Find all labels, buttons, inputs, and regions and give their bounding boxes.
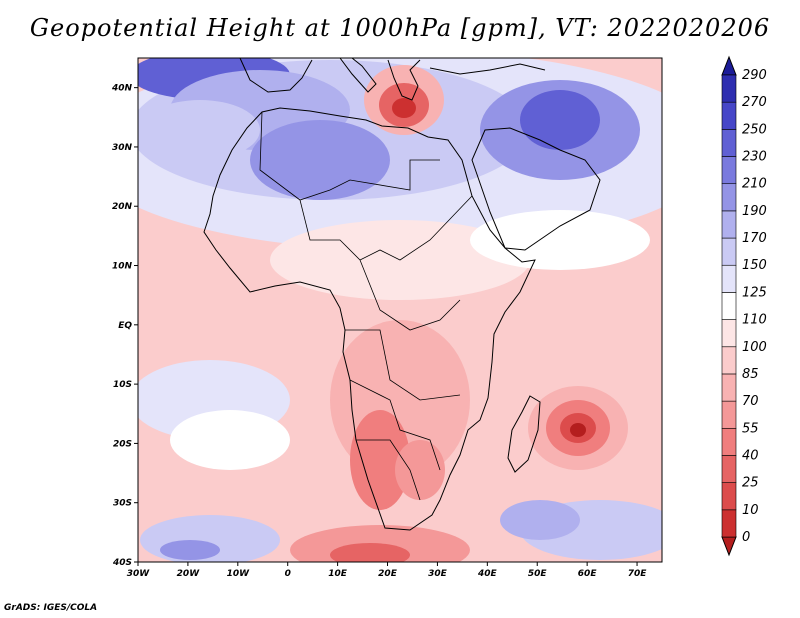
x-tick-label: 30W: [127, 569, 151, 579]
colorbar-label: 85: [742, 367, 759, 382]
colorbar-label: 230: [742, 150, 767, 165]
madagascar-coastline: [507, 395, 541, 473]
chart-title: Geopotential Height at 1000hPa [gpm], VT…: [29, 14, 771, 42]
contour-fill-7: [140, 100, 260, 160]
colorbar-box: [721, 129, 737, 157]
plot-axes: 30W 20W 10W 0 10E 20E 30E 40E 50E 60E 70E 40N 30N 20N…: [111, 57, 663, 579]
colorbar-label: 0: [742, 530, 750, 545]
country-borders: [259, 111, 473, 501]
x-tick-label: 20W: [177, 569, 201, 579]
y-tick-label: 30N: [112, 143, 133, 153]
contour-fill-27: [330, 543, 410, 562]
contour-fill-23: [500, 500, 580, 540]
x-tick-label: 20E: [378, 569, 398, 579]
colorbar-box: [721, 373, 737, 402]
colorbar-box: [721, 400, 737, 429]
y-tick-label: 40S: [112, 558, 132, 568]
grads-credit: GrADS: IGES/COLA: [4, 603, 98, 613]
africa-coastline: [203, 107, 536, 531]
contour-fill-25: [160, 540, 220, 560]
colorbar-label: 70: [742, 394, 759, 409]
colorbar-label: 210: [742, 177, 767, 192]
y-tick-label: 10N: [112, 262, 133, 272]
contour-fill-6: [250, 120, 390, 200]
contour-fill-12: [470, 210, 650, 270]
contour-fill-24: [140, 515, 280, 562]
x-tick-label: 40E: [477, 569, 498, 579]
colorbar-box: [721, 264, 737, 293]
colorbar-label: 10: [742, 503, 759, 518]
contour-fill-10: [392, 98, 416, 118]
contour-fill-15: [395, 440, 445, 500]
y-tick-label: 20S: [113, 439, 132, 449]
colorbar-label: 40: [742, 448, 759, 463]
iberia-coastline: [239, 58, 313, 93]
arabia-coastline: [471, 127, 601, 251]
colorbar-label: 55: [742, 421, 759, 436]
contour-fill-19: [570, 423, 586, 437]
colorbar-top-arrow: [721, 55, 737, 76]
colorbar-label: 170: [742, 231, 767, 246]
y-tick-label: 40N: [111, 84, 133, 94]
colorbar-box: [721, 237, 737, 266]
turkey-coastline: [429, 63, 546, 75]
colorbar-box: [721, 74, 737, 103]
colorbar: 0 10 25 40 55 70 85 100 110 125 150 170 190 210 230 250…: [721, 55, 767, 557]
colorbar-box: [721, 509, 737, 538]
contour-field: [138, 58, 662, 562]
contour-fill-21: [170, 410, 290, 470]
plot-frame: [137, 57, 663, 563]
colorbar-box: [721, 156, 737, 185]
colorbar-label: 25: [742, 476, 759, 491]
colorbar-label: 290: [742, 68, 767, 83]
colorbar-label: 270: [742, 95, 767, 110]
colorbar-box: [721, 319, 737, 348]
coastlines: [203, 58, 601, 531]
colorbar-label: 250: [742, 122, 767, 137]
colorbar-label: 110: [742, 313, 767, 328]
x-tick-label: 10E: [328, 569, 348, 579]
colorbar-label: 100: [742, 340, 767, 355]
contour-fill-5: [520, 90, 600, 150]
x-tick-label: 10W: [227, 569, 251, 579]
y-tick-label: 30S: [113, 499, 132, 509]
x-tick-label: 50E: [528, 569, 548, 579]
contour-fill-14: [350, 410, 410, 510]
colorbar-box: [721, 427, 737, 456]
colorbar-box: [721, 101, 737, 130]
colorbar-box: [721, 183, 737, 212]
italy-coastline: [339, 58, 377, 93]
colorbar-bottom-arrow: [721, 536, 737, 557]
colorbar-box: [721, 292, 737, 320]
y-tick-label: 10S: [113, 380, 132, 390]
colorbar-label: 150: [742, 258, 767, 273]
x-tick-label: 70E: [628, 569, 648, 579]
colorbar-box: [721, 455, 737, 483]
x-tick-label: 30E: [428, 569, 448, 579]
x-tick-label: 0: [285, 569, 291, 579]
colorbar-box: [721, 482, 737, 511]
colorbar-box: [721, 346, 737, 375]
colorbar-box: [721, 210, 737, 239]
colorbar-label: 125: [742, 285, 767, 300]
y-tick-label: 20N: [112, 202, 133, 212]
greece-coastline: [387, 59, 421, 101]
y-tick-label: EQ: [118, 321, 132, 331]
colorbar-label: 190: [742, 204, 767, 219]
x-tick-label: 60E: [578, 569, 598, 579]
